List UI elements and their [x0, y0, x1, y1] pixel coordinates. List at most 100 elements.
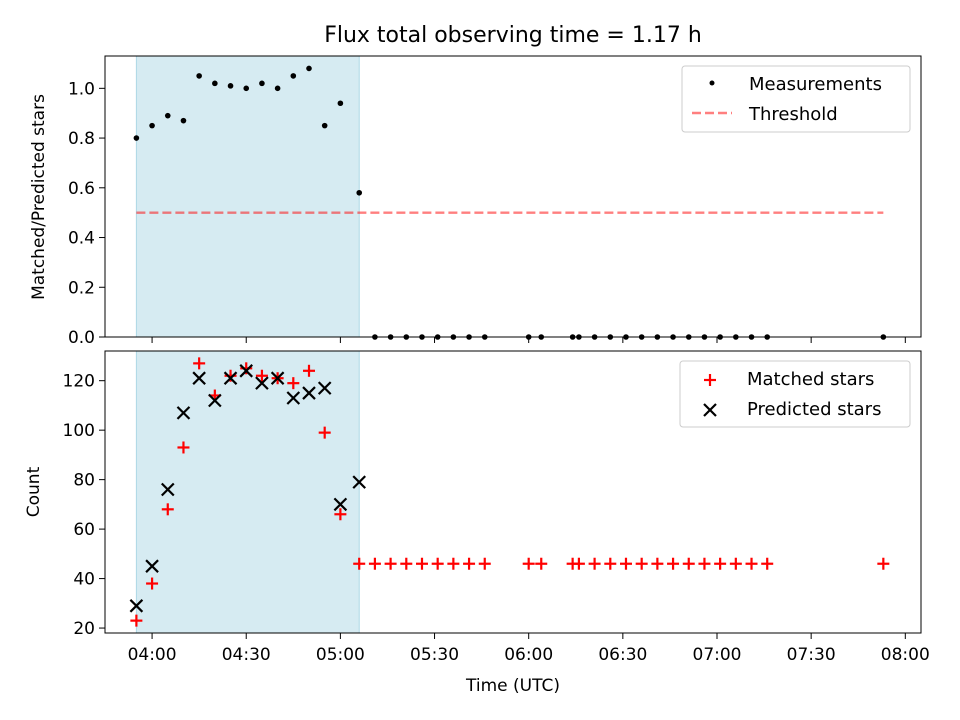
- matched-star-point: [447, 557, 460, 570]
- measurement-point: [274, 85, 281, 92]
- x-tick-label: 04:00: [128, 645, 177, 665]
- matched-star-point: [635, 557, 648, 570]
- x-tick-label: 05:00: [316, 645, 365, 665]
- predicted-star-point: [176, 406, 191, 420]
- predicted-star-stroke: [223, 371, 238, 385]
- predicted-star-point: [352, 475, 366, 489]
- bottom-y-tick-label: 80: [73, 471, 95, 491]
- bottom-legend: Matched stars Predicted stars: [679, 360, 911, 428]
- matched-star-point: [604, 557, 617, 570]
- matched-star-point: [745, 557, 758, 570]
- bottom-y-ticks: 20 40 60 80 100 120: [63, 372, 105, 639]
- bottom-shaded-region: [135, 350, 360, 634]
- bottom-y-tick-label: 20: [73, 619, 95, 639]
- top-y-tick-label: 0.2: [68, 278, 95, 298]
- predicted-star-point: [145, 559, 159, 573]
- top-legend: Measurements Threshold: [681, 65, 911, 133]
- predicted-star-point: [239, 364, 254, 378]
- top-y-ticks: 0.0 0.2 0.4 0.6 0.8 1.0: [68, 79, 105, 348]
- legend-predicted-marker: [703, 403, 717, 417]
- predicted-star-point: [255, 376, 269, 390]
- bottom-y-tick-label: 100: [63, 421, 95, 441]
- matched-star-point: [353, 557, 366, 570]
- matched-star-point: [287, 377, 300, 390]
- legend-predicted-label: Predicted stars: [747, 399, 881, 420]
- measurement-point: [321, 122, 328, 129]
- measurement-point: [227, 83, 234, 89]
- top-y-axis-label: Matched/Predicted stars: [29, 94, 49, 300]
- bottom-plot-area: [129, 357, 890, 627]
- measurement-point: [180, 117, 187, 124]
- matched-star-point: [463, 557, 476, 570]
- predicted-star-stroke: [129, 599, 144, 613]
- top-y-tick-label: 0.8: [68, 129, 95, 149]
- matched-star-point: [572, 557, 585, 570]
- matched-star-point: [651, 557, 664, 570]
- x-tick-label: 04:30: [222, 645, 271, 665]
- predicted-star-stroke: [160, 482, 175, 497]
- predicted-star-point: [270, 371, 285, 385]
- predicted-star-stroke: [270, 371, 285, 385]
- matched-star-point: [193, 357, 206, 370]
- predicted-star-point: [333, 497, 348, 512]
- matched-star-point: [400, 557, 413, 570]
- x-tick-label: 05:30: [410, 645, 459, 665]
- measurement-point: [306, 65, 312, 72]
- bottom-legend-box: [679, 360, 911, 428]
- matched-star-point: [161, 503, 174, 516]
- measurement-point: [196, 73, 202, 79]
- matched-star-point: [729, 557, 742, 570]
- predicted-star-point: [129, 599, 144, 613]
- measurement-point: [337, 100, 344, 107]
- predicted-star-point: [317, 381, 332, 395]
- matched-star-point: [303, 364, 315, 377]
- matched-star-point: [146, 577, 159, 590]
- x-tick-label: 07:30: [787, 645, 836, 665]
- bottom-y-tick-label: 60: [73, 520, 95, 540]
- predicted-star-stroke: [333, 497, 348, 512]
- measurement-point: [259, 80, 265, 87]
- predicted-star-stroke: [255, 376, 269, 390]
- predicted-star-stroke: [302, 386, 316, 400]
- x-tick-label: 06:30: [598, 645, 647, 665]
- predicted-star-stroke: [286, 391, 301, 405]
- predicted-star-point: [192, 371, 206, 385]
- matched-star-point: [177, 441, 190, 454]
- predicted-star-stroke: [352, 475, 366, 489]
- matched-star-point: [522, 557, 535, 570]
- matched-star-point: [478, 557, 491, 570]
- predicted-star-stroke: [317, 381, 332, 395]
- measurement-point: [149, 122, 155, 129]
- predicted-star-point: [223, 371, 238, 385]
- top-y-tick-label: 0.0: [68, 328, 95, 348]
- matched-star-point: [255, 369, 268, 382]
- matched-star-point: [714, 557, 727, 570]
- matched-star-point: [877, 557, 890, 570]
- measurement-point: [133, 135, 140, 141]
- figure-title: Flux total observing time = 1.17 h: [324, 23, 702, 48]
- predicted-star-stroke: [192, 371, 206, 385]
- predicted-star-stroke: [208, 393, 222, 408]
- bottom-y-tick-label: 40: [73, 570, 95, 590]
- top-y-tick-label: 1.0: [68, 79, 95, 99]
- legend-measurements-label: Measurements: [749, 74, 882, 95]
- x-axis-label: Time (UTC): [465, 676, 560, 696]
- bottom-y-axis-label: Count: [24, 466, 44, 517]
- bottom-y-tick-label: 120: [63, 372, 95, 392]
- measurement-point: [243, 85, 250, 92]
- matched-star-point: [431, 557, 444, 570]
- matched-star-point: [334, 508, 347, 521]
- predicted-star-stroke: [239, 364, 254, 378]
- matched-star-point: [698, 557, 711, 570]
- bottom-x-ticks: 04:00 04:30 05:00 05:30 06:00 06:30 07:00 07:30…: [128, 633, 930, 665]
- matched-star-point: [535, 557, 548, 570]
- matched-star-point: [384, 557, 397, 570]
- measurement-point: [212, 80, 218, 87]
- top-axes-frame: [104, 55, 922, 338]
- measurement-point: [164, 112, 171, 119]
- matched-star-point: [619, 557, 632, 570]
- predicted-star-point: [302, 386, 316, 400]
- matched-star-point: [415, 557, 428, 570]
- matched-star-point: [368, 557, 381, 570]
